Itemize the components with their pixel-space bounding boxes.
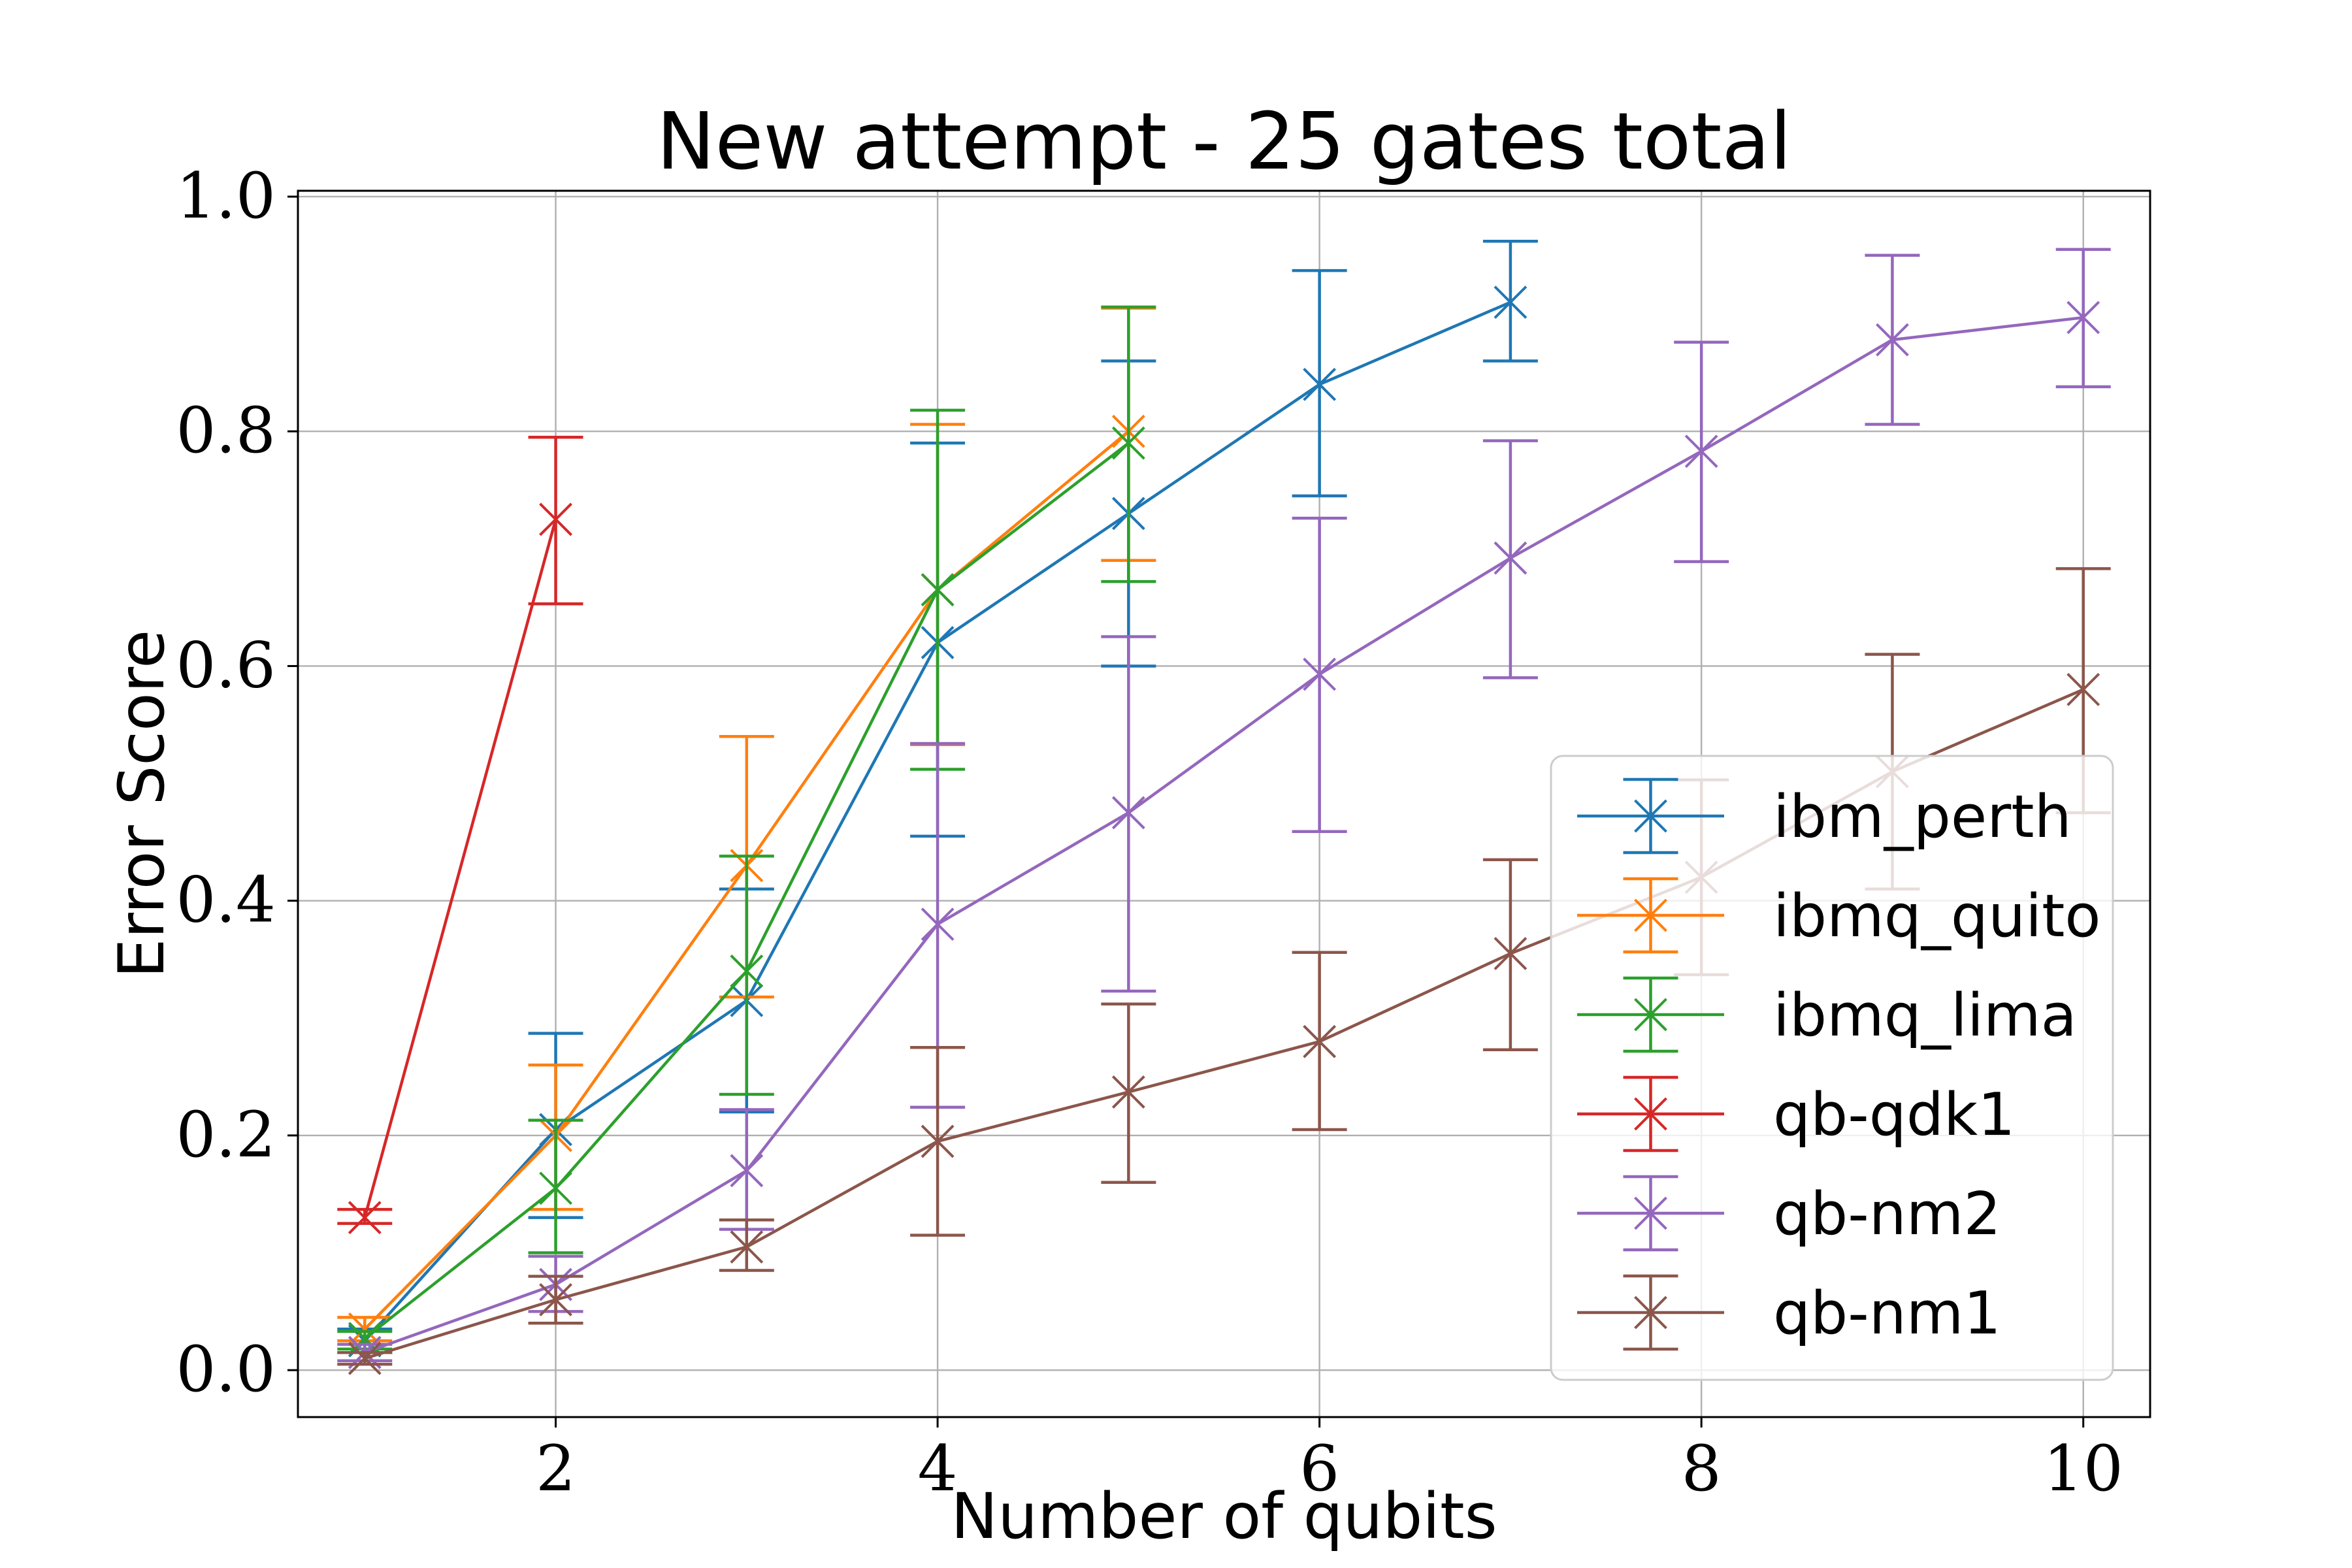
data-point <box>730 1154 764 1188</box>
y-tick-label: 0.2 <box>176 1098 276 1171</box>
data-point <box>1303 367 1337 401</box>
data-point <box>1876 323 1909 357</box>
legend-item-ibm_perth: ibm_perth <box>1577 777 2072 855</box>
legend-box <box>1550 755 2114 1381</box>
data-point <box>1494 286 1527 319</box>
series-line <box>363 519 557 1218</box>
y-tick-label: 1.0 <box>176 159 276 233</box>
data-point <box>730 955 764 988</box>
legend-item-qb-nm2: qb-nm2 <box>1577 1175 2001 1252</box>
data-point <box>1684 434 1718 468</box>
data-point <box>730 1230 764 1264</box>
y-axis-label: Error Score <box>105 630 178 978</box>
y-tick-label: 0.0 <box>176 1333 276 1406</box>
y-tick-label: 0.6 <box>176 629 276 702</box>
series-line <box>364 316 2083 1354</box>
legend-label: ibmq_quito <box>1773 882 2100 951</box>
data-point <box>921 573 955 607</box>
data-point <box>921 1124 955 1158</box>
x-tick-label: 8 <box>1682 1432 1722 1505</box>
legend: ibm_perth ibmq_quito ibmq_lima qb-qdk1 qb-nm… <box>1550 755 2114 1381</box>
y-tick-label: 0.4 <box>176 864 276 937</box>
legend-marker <box>1634 1097 1667 1131</box>
data-point <box>1303 657 1337 691</box>
legend-marker <box>1634 1296 1667 1330</box>
legend-label: qb-qdk1 <box>1773 1081 2015 1149</box>
legend-item-qb-nm1: qb-nm1 <box>1577 1274 2001 1351</box>
data-point <box>348 1341 382 1375</box>
data-point <box>539 1171 572 1205</box>
axis-ticks: 2 4 6 8 10 0.0 0.2 0.4 0.6 0.8 1.0 <box>176 159 2123 1505</box>
data-point <box>1494 541 1527 575</box>
data-point <box>1494 937 1527 970</box>
legend-marker <box>1634 898 1667 932</box>
legend-item-ibmq_lima: ibmq_lima <box>1577 976 2077 1053</box>
series-qb-qdk1 <box>337 435 583 1235</box>
data-point <box>2066 672 2100 706</box>
series-layer <box>337 239 2111 1375</box>
x-tick-label: 10 <box>2044 1432 2123 1505</box>
x-tick-label: 2 <box>536 1432 576 1505</box>
data-point <box>1111 796 1145 830</box>
x-axis-label: Number of qubits <box>951 1480 1497 1553</box>
legend-marker <box>1634 1196 1667 1230</box>
legend-label: qb-nm1 <box>1773 1279 2001 1348</box>
plot-frame <box>297 189 2151 1418</box>
legend-marker <box>1634 998 1667 1032</box>
data-point <box>1111 426 1145 460</box>
data-point <box>2066 301 2100 335</box>
data-point <box>539 1282 572 1316</box>
legend-label: ibm_perth <box>1773 783 2072 851</box>
legend-marker <box>1634 799 1667 833</box>
legend-label: qb-nm2 <box>1773 1180 2001 1249</box>
chart-title: New attempt - 25 gates total <box>657 97 1792 188</box>
series-ibmq_lima <box>337 305 1156 1356</box>
data-point <box>348 1312 382 1346</box>
legend-item-qb-qdk1: qb-qdk1 <box>1577 1075 2015 1152</box>
data-point <box>539 502 572 536</box>
x-tick-label: 6 <box>1299 1432 1339 1505</box>
data-point <box>1303 1024 1337 1058</box>
series-qb-nm2 <box>337 248 2111 1369</box>
data-point <box>921 907 955 941</box>
legend-label: ibmq_lima <box>1773 981 2077 1050</box>
data-point <box>348 1201 382 1235</box>
data-point <box>1111 1075 1145 1109</box>
y-tick-label: 0.8 <box>176 394 276 467</box>
x-tick-label: 4 <box>918 1432 958 1505</box>
legend-item-ibmq_quito: ibmq_quito <box>1577 877 2100 954</box>
